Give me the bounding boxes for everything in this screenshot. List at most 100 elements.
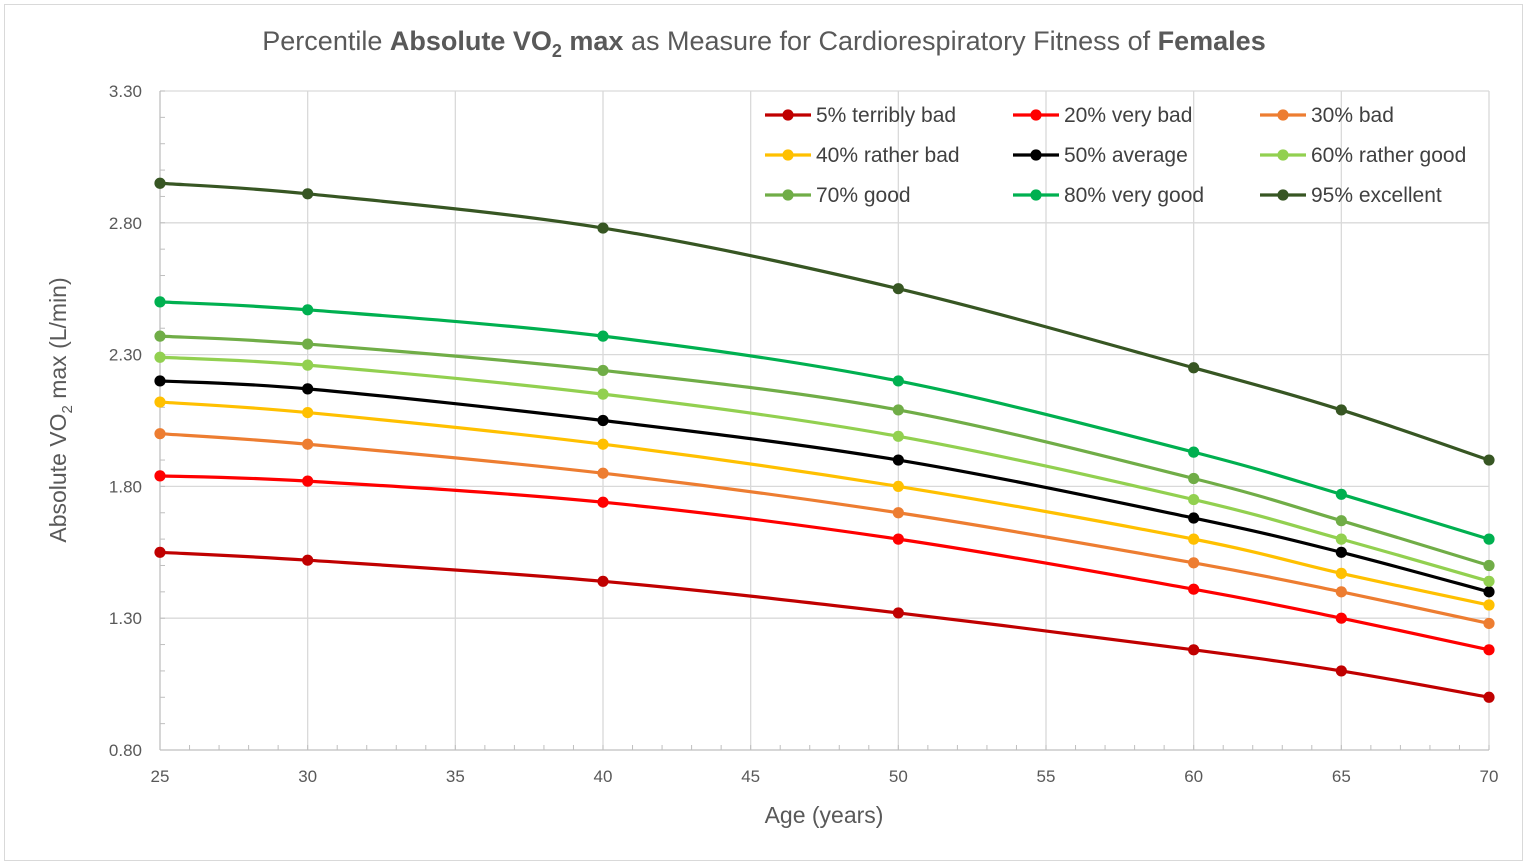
data-point — [597, 575, 609, 587]
title-part: 2 — [552, 41, 562, 61]
data-point — [1335, 546, 1347, 558]
data-point — [1188, 446, 1200, 458]
series-line — [159, 334, 1490, 568]
y-tick-label: 2.80 — [109, 214, 142, 233]
data-point — [597, 467, 609, 479]
x-tick-label: 25 — [151, 767, 170, 786]
legend-swatch-marker — [782, 189, 794, 201]
legend-swatch-marker — [1277, 189, 1289, 201]
data-point — [597, 330, 609, 342]
chart-area — [4, 4, 1523, 861]
legend-swatch-marker — [1030, 149, 1042, 161]
legend-item: 80% very good — [1013, 184, 1204, 207]
data-point — [1483, 599, 1495, 611]
series-line — [159, 550, 1490, 699]
data-point — [892, 404, 904, 416]
series-line — [159, 432, 1490, 626]
data-point — [892, 283, 904, 295]
x-tick-label: 55 — [1037, 767, 1056, 786]
data-point — [154, 296, 166, 308]
data-point — [892, 607, 904, 619]
legend-label: 60% rather good — [1311, 144, 1466, 167]
title-part: Absolute VO — [390, 26, 552, 56]
data-point — [597, 496, 609, 508]
x-tick-label: 45 — [741, 767, 760, 786]
data-point — [154, 351, 166, 363]
series-2 — [154, 470, 1495, 656]
data-point — [154, 375, 166, 387]
data-point — [1335, 665, 1347, 677]
x-tick-label: 60 — [1184, 767, 1203, 786]
data-point — [597, 222, 609, 234]
legend-label: 5% terribly bad — [816, 104, 956, 127]
data-point — [892, 375, 904, 387]
axes: 0.80 1.30 1.80 2.30 2.80 3.30 25 30 35 40 45 50 55 60… — [109, 82, 1499, 786]
data-point — [1335, 567, 1347, 579]
legend-swatch-marker — [782, 149, 794, 161]
data-point — [154, 396, 166, 408]
title-part: as Measure for Cardiorespiratory Fitness… — [623, 26, 1157, 56]
legend-label: 70% good — [816, 184, 911, 207]
series-5 — [154, 375, 1495, 598]
data-point — [1335, 404, 1347, 416]
data-point — [1483, 533, 1495, 545]
data-point — [302, 188, 314, 200]
data-point — [1188, 583, 1200, 595]
data-point — [1188, 557, 1200, 569]
series-3 — [154, 428, 1495, 630]
data-point — [1335, 612, 1347, 624]
legend-item: 30% bad — [1260, 104, 1394, 127]
data-point — [1188, 644, 1200, 656]
series-line — [159, 474, 1490, 652]
y-tick-label: 0.80 — [109, 741, 142, 760]
data-point — [597, 364, 609, 377]
x-tick-label: 50 — [889, 767, 908, 786]
data-point — [1483, 644, 1495, 656]
data-point — [1483, 454, 1495, 466]
data-point — [1188, 472, 1200, 485]
data-point — [154, 428, 166, 440]
data-point — [302, 304, 314, 316]
series-line — [159, 379, 1490, 594]
legend-label: 40% rather bad — [816, 144, 960, 167]
data-point — [154, 177, 166, 189]
series-line — [159, 400, 1490, 607]
series-line — [159, 300, 1490, 541]
legend-swatch-marker — [1277, 149, 1289, 161]
y-tick-label: 1.80 — [109, 477, 142, 496]
series-1 — [154, 546, 1495, 703]
data-point — [154, 546, 166, 558]
data-point — [1483, 575, 1495, 587]
data-point — [892, 533, 904, 545]
y-axis-title-part: max (L/min) — [45, 277, 71, 405]
title-part: Females — [1158, 26, 1266, 56]
series-7 — [154, 330, 1495, 572]
data-point — [302, 438, 314, 450]
data-point — [1188, 533, 1200, 545]
x-axis-title: Age (years) — [765, 802, 884, 828]
title-part: Percentile — [262, 26, 390, 56]
x-tick-label: 35 — [446, 767, 465, 786]
data-point — [302, 338, 314, 350]
legend-swatch-marker — [782, 109, 794, 121]
legend-label: 30% bad — [1311, 104, 1394, 127]
data-point — [302, 554, 314, 566]
series-layer — [154, 177, 1495, 703]
data-point — [892, 454, 904, 466]
legend-item: 20% very bad — [1013, 104, 1192, 127]
data-point — [892, 507, 904, 519]
data-point — [154, 330, 166, 342]
legend: 5% terribly bad 20% very bad 30% bad 40% ra… — [765, 104, 1466, 207]
data-point — [892, 430, 904, 442]
data-point — [1188, 493, 1200, 506]
data-point — [1483, 691, 1495, 703]
x-tick-label: 30 — [298, 767, 317, 786]
legend-item: 50% average — [1013, 144, 1188, 167]
legend-item: 40% rather bad — [765, 144, 960, 167]
data-point — [1483, 559, 1495, 572]
data-point — [302, 383, 314, 395]
series-line — [159, 355, 1490, 583]
legend-item: 70% good — [765, 184, 911, 207]
y-tick-label: 3.30 — [109, 82, 142, 101]
data-point — [302, 359, 314, 371]
